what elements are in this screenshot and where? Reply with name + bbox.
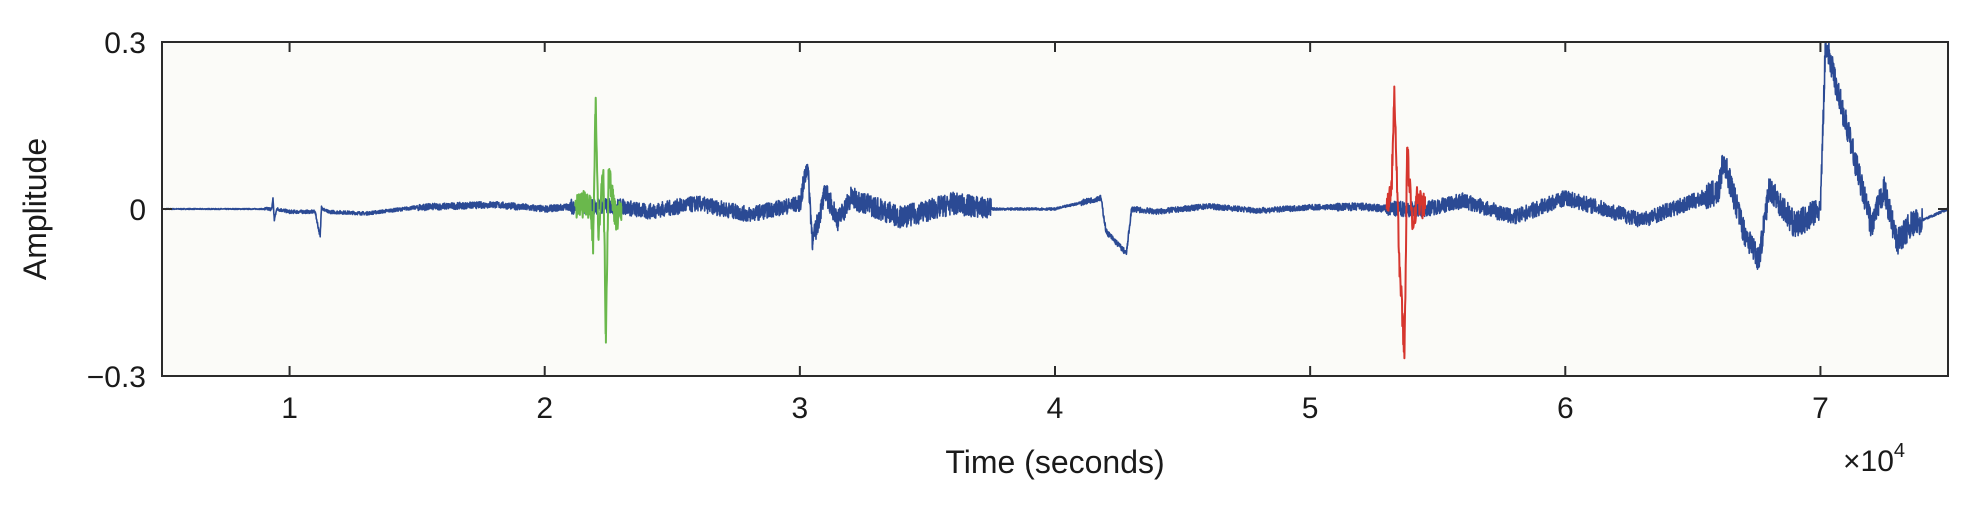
y-tick-label: 0.3 — [104, 27, 146, 60]
x-tick-label: 3 — [792, 392, 809, 425]
y-axis-title: Amplitude — [17, 138, 53, 280]
y-tick-label: 0 — [129, 194, 146, 227]
red-highlight-line — [1385, 85, 1426, 360]
x-multiplier-base: ×10 — [1843, 445, 1894, 478]
y-axis-ticks: 0.3 0 −0.3 — [87, 27, 1948, 394]
x-axis-title: Time (seconds) — [945, 444, 1164, 480]
signal-layer — [161, 41, 1949, 360]
x-multiplier-exponent: 4 — [1894, 440, 1905, 462]
x-axis-ticks: 1 2 3 4 5 6 7 — [281, 42, 1829, 425]
green-highlight-line — [574, 96, 623, 344]
y-tick-label: −0.3 — [87, 361, 146, 394]
signal-series-line — [161, 41, 1949, 271]
x-tick-label: 2 — [536, 392, 553, 425]
x-tick-label: 5 — [1302, 392, 1319, 425]
x-tick-label: 1 — [281, 392, 298, 425]
x-tick-label: 4 — [1047, 392, 1064, 425]
x-tick-label: 7 — [1812, 392, 1829, 425]
x-multiplier-label: ×104 — [1843, 440, 1905, 478]
x-tick-label: 6 — [1557, 392, 1574, 425]
